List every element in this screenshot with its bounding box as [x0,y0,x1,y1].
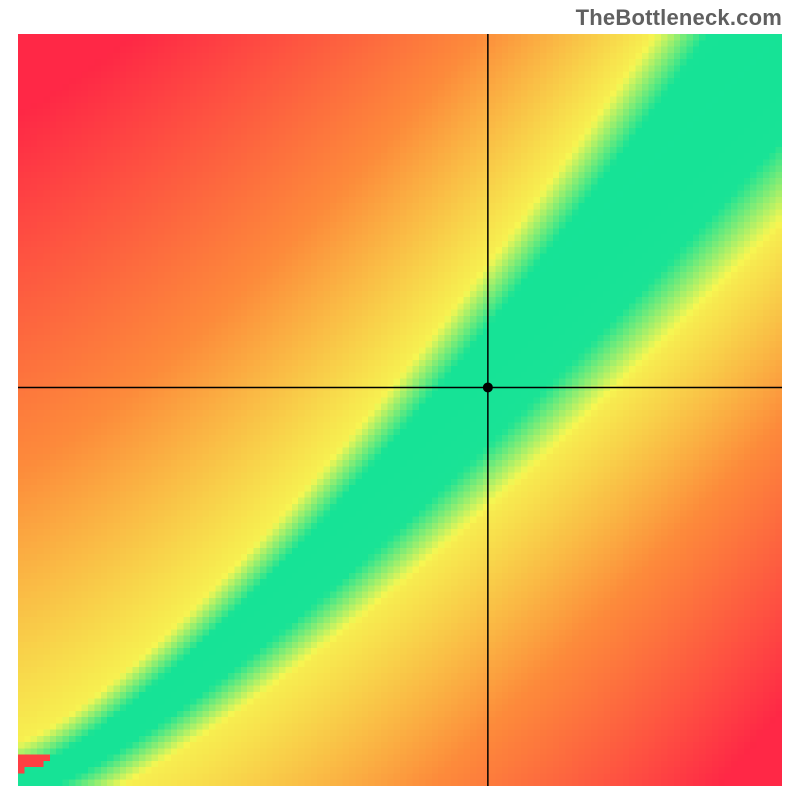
plot-area [18,34,782,786]
bottleneck-heatmap [18,34,782,786]
attribution-text: TheBottleneck.com [576,5,782,31]
